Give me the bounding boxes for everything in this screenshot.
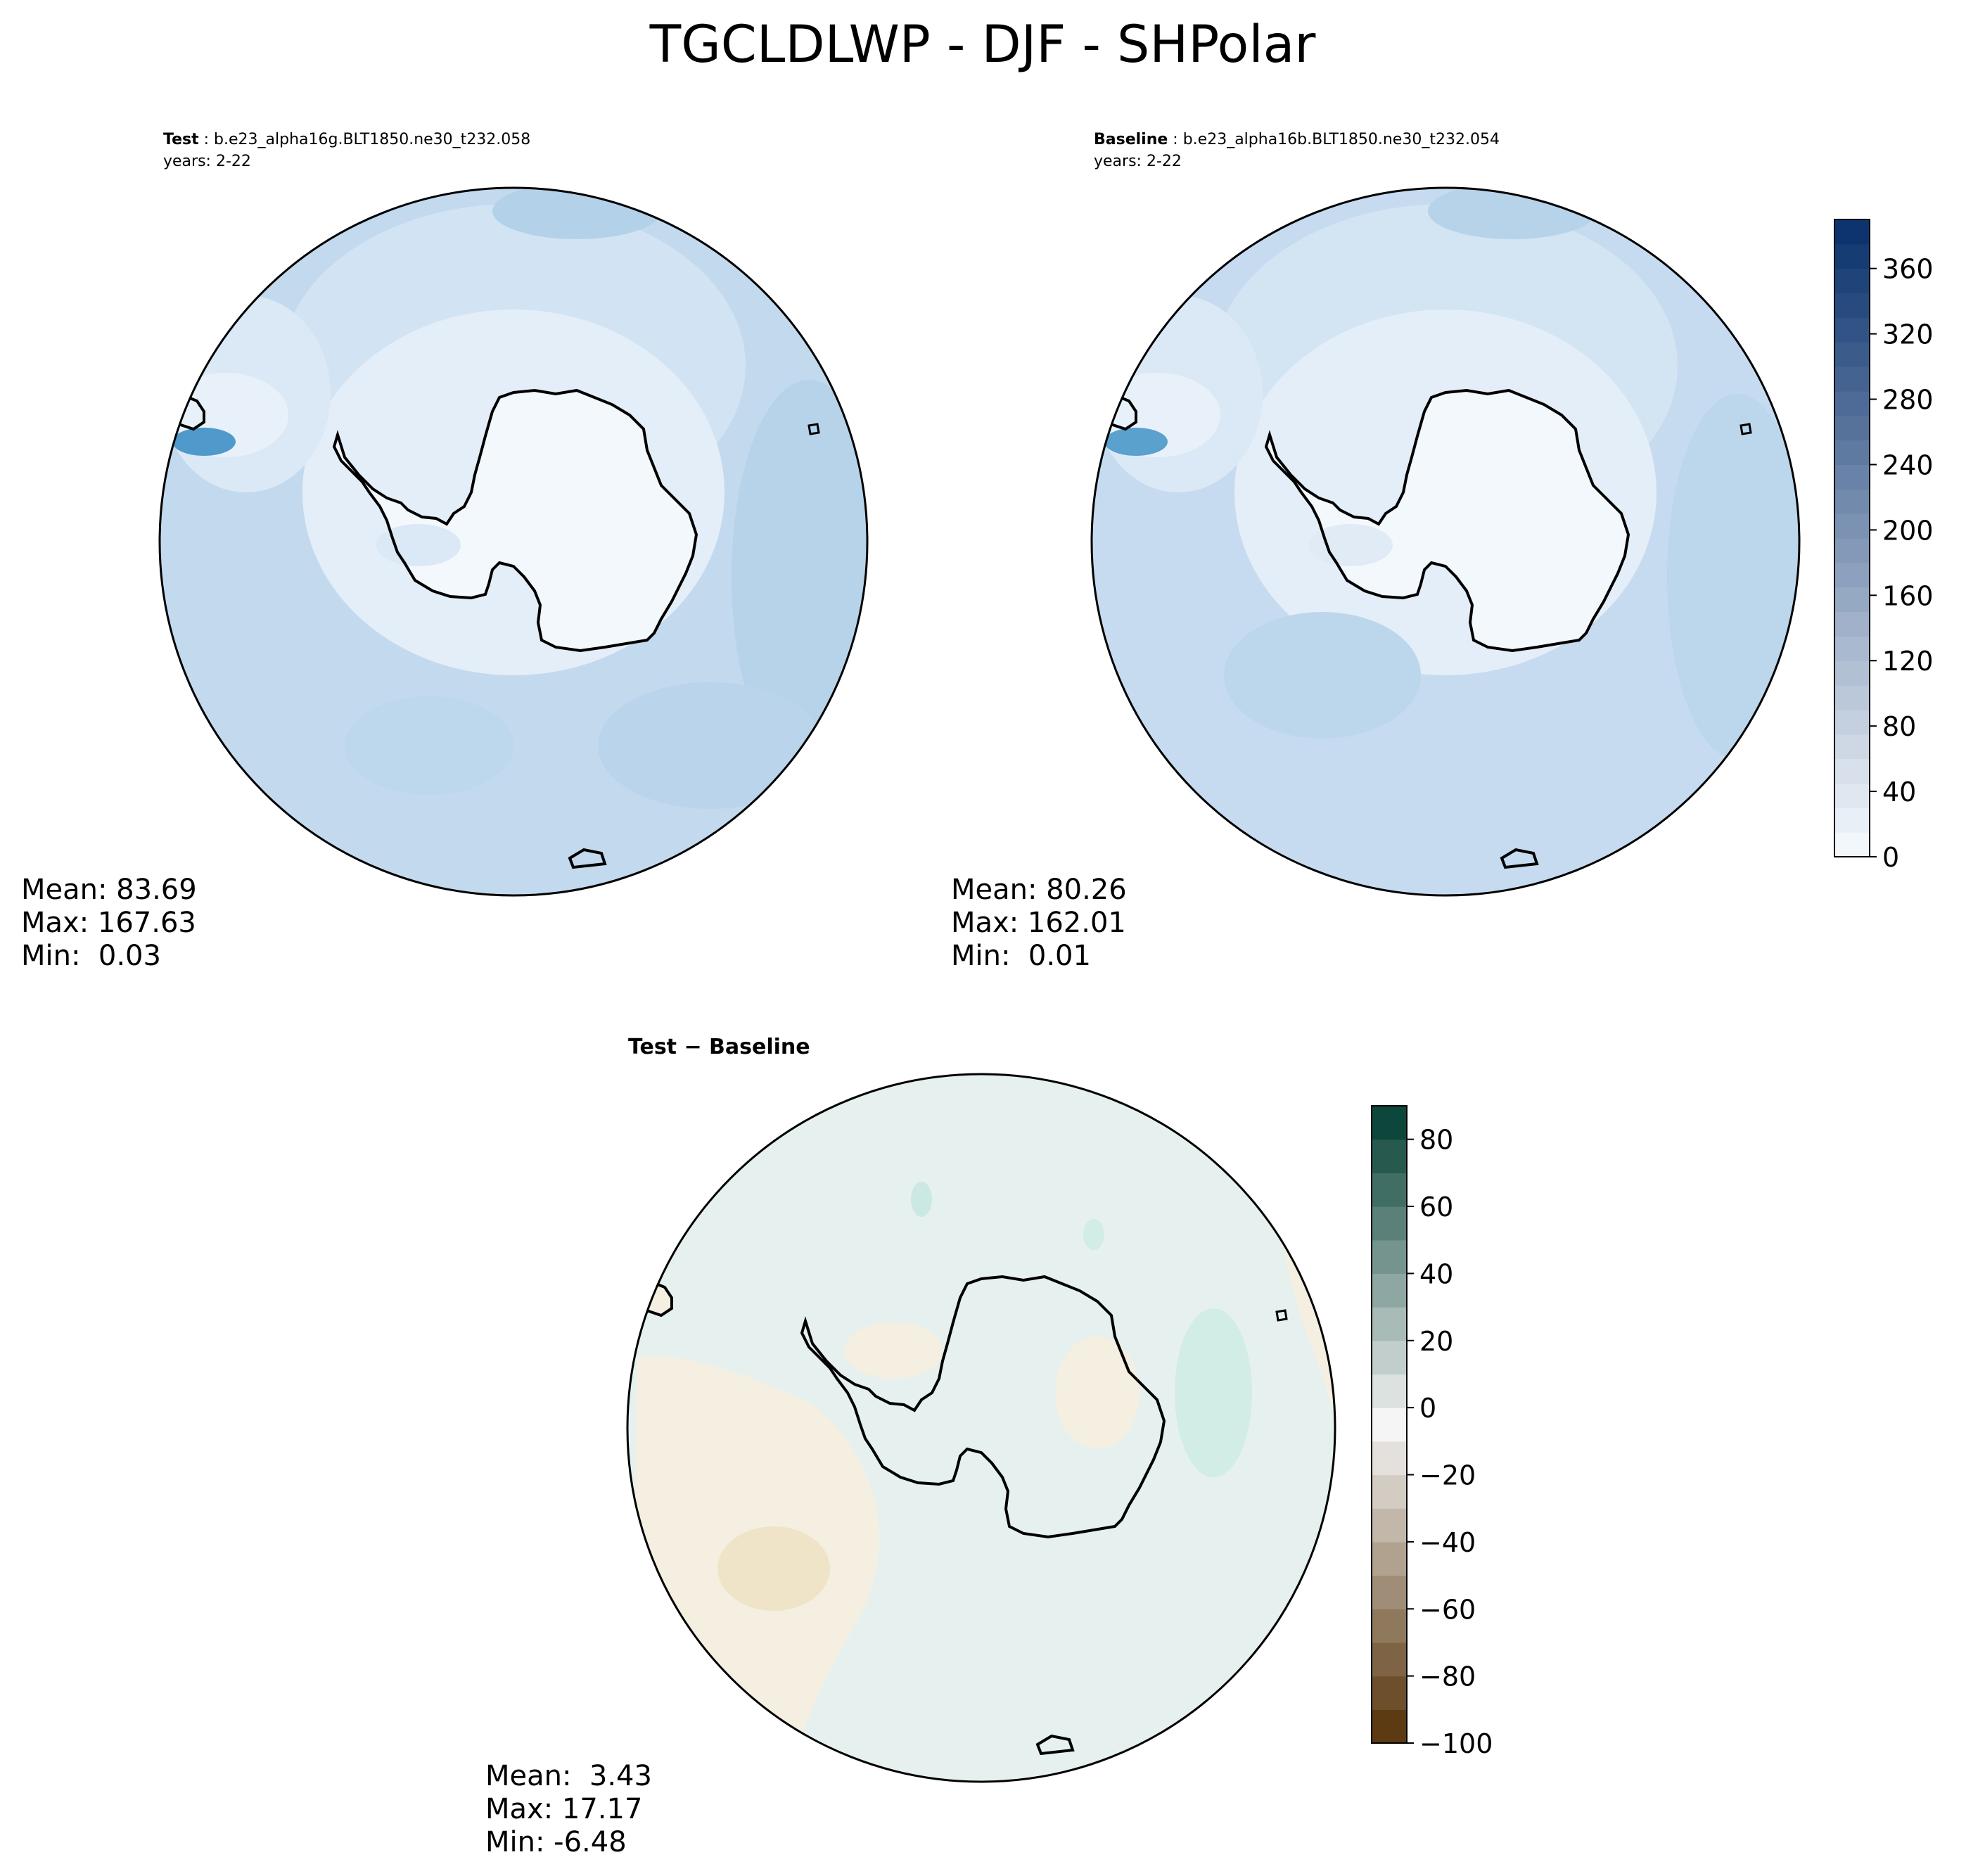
baseline-map-boundary — [1090, 186, 1801, 897]
diff-colorbar-swatch — [1372, 1642, 1407, 1677]
diff-min: Min: -6.48 — [485, 1826, 627, 1858]
diff-colorbar-swatch — [1372, 1541, 1407, 1576]
diff-panel: Test − Baseline Mean: 3.43 Max: 17.17 Mi… — [485, 1035, 1336, 1858]
main-colorbar-swatch — [1834, 832, 1870, 857]
diff-colorbar-swatch — [1372, 1273, 1407, 1308]
diff-colorbar: −100 −80 −60 −40 −20 0 20 40 60 80 — [1371, 1105, 1493, 1759]
diff-colorbar-tick-label: 0 — [1419, 1393, 1436, 1424]
main-colorbar-swatch — [1834, 390, 1870, 416]
main-colorbar-swatch — [1834, 685, 1870, 710]
main-colorbar-tick-label: 240 — [1882, 449, 1934, 480]
diff-colorbar-swatch — [1372, 1609, 1407, 1643]
diff-colorbar-swatch — [1372, 1676, 1407, 1710]
diff-colorbar-tick-label: −40 — [1419, 1527, 1476, 1558]
main-colorbar-swatch — [1834, 538, 1870, 563]
main-colorbar-swatch — [1834, 293, 1870, 318]
diff-colorbar-swatch — [1372, 1239, 1407, 1275]
test-label: Test — [163, 131, 199, 148]
main-colorbar-tick-label: 360 — [1882, 254, 1934, 285]
test-map-boundary — [158, 186, 869, 897]
main-colorbar-swatch — [1834, 366, 1870, 392]
diff-colorbar-swatch — [1372, 1206, 1407, 1241]
baseline-years: years: 2-22 — [1094, 153, 1182, 170]
test-case-name: b.e23_alpha16g.BLT1850.ne30_t232.058 — [214, 131, 530, 148]
diff-colorbar-swatch — [1372, 1340, 1407, 1375]
diff-colorbar-swatch — [1372, 1408, 1407, 1442]
main-colorbar-tick-label: 80 — [1882, 711, 1916, 742]
diff-title: Test − Baseline — [628, 1035, 810, 1059]
diff-colorbar-tick-label: 80 — [1419, 1125, 1453, 1156]
diff-colorbar-swatch — [1372, 1575, 1407, 1609]
diff-colorbar-tick-label: 20 — [1419, 1326, 1453, 1357]
diff-colorbar-tick-label: 40 — [1419, 1258, 1453, 1289]
test-max: Max: 167.63 — [21, 907, 196, 939]
main-colorbar-swatch — [1834, 661, 1870, 686]
diff-max: Max: 17.17 — [485, 1793, 642, 1825]
baseline-panel: Baseline : b.e23_alpha16b.BLT1850.ne30_t… — [951, 131, 1801, 972]
main-colorbar-swatch — [1834, 758, 1870, 784]
diff-colorbar-swatch — [1372, 1374, 1407, 1408]
baseline-label: Baseline — [1094, 131, 1168, 148]
main-colorbar-tick-label: 120 — [1882, 646, 1934, 677]
test-min: Min: 0.03 — [21, 940, 161, 972]
main-colorbar-swatch — [1834, 317, 1870, 343]
main-colorbar-swatch — [1834, 440, 1870, 466]
diff-colorbar-tick-label: −80 — [1419, 1661, 1476, 1692]
test-years: years: 2-22 — [163, 153, 251, 170]
main-colorbar-swatch — [1834, 636, 1870, 661]
main-colorbar-swatch — [1834, 464, 1870, 490]
main-colorbar-swatch — [1834, 709, 1870, 735]
test-mean: Mean: 83.69 — [21, 874, 197, 906]
main-colorbar-tick-label: 40 — [1882, 777, 1916, 808]
figure-title: TGCLDLWP - DJF - SHPolar — [649, 15, 1317, 75]
main-colorbar-swatch — [1834, 783, 1870, 808]
diff-mean: Mean: 3.43 — [485, 1760, 652, 1792]
baseline-min: Min: 0.01 — [951, 940, 1091, 972]
main-colorbar-tick-label: 200 — [1882, 515, 1934, 546]
main-colorbar-swatch — [1834, 513, 1870, 539]
baseline-case-name: b.e23_alpha16b.BLT1850.ne30_t232.054 — [1183, 131, 1500, 148]
test-map — [160, 188, 867, 895]
main-colorbar-tick-label: 320 — [1882, 319, 1934, 350]
main-colorbar-swatch — [1834, 808, 1870, 833]
main-colorbar-tick-label: 160 — [1882, 580, 1934, 611]
main-colorbar-swatch — [1834, 562, 1870, 588]
test-subtitle: Test : b.e23_alpha16g.BLT1850.ne30_t232.… — [163, 131, 530, 148]
diff-colorbar-tick-label: −20 — [1419, 1460, 1476, 1491]
main-colorbar-swatch — [1834, 342, 1870, 367]
diff-colorbar-tick-label: −100 — [1419, 1728, 1493, 1759]
test-panel: Test : b.e23_alpha16g.BLT1850.ne30_t232.… — [21, 131, 869, 972]
diff-colorbar-tick-label: 60 — [1419, 1192, 1453, 1223]
baseline-mean: Mean: 80.26 — [951, 874, 1127, 906]
main-colorbar-swatch — [1834, 415, 1870, 441]
baseline-subtitle: Baseline : b.e23_alpha16b.BLT1850.ne30_t… — [1094, 131, 1500, 148]
baseline-max: Max: 162.01 — [951, 907, 1126, 939]
diff-colorbar-frame — [1371, 1105, 1408, 1744]
diff-colorbar-swatch — [1372, 1139, 1407, 1173]
main-colorbar-tick-label: 0 — [1882, 842, 1899, 873]
main-colorbar-swatch — [1834, 268, 1870, 294]
diff-colorbar-swatch — [1372, 1508, 1407, 1543]
baseline-map — [1092, 188, 1799, 895]
diff-colorbar-swatch — [1372, 1106, 1407, 1140]
main-colorbar-swatch — [1834, 734, 1870, 760]
main-colorbar-swatch — [1834, 219, 1870, 245]
main-colorbar-swatch — [1834, 587, 1870, 613]
diff-colorbar-swatch — [1372, 1173, 1407, 1207]
main-colorbar: 0 40 80 120 160 200 240 280 320 360 — [1834, 219, 1934, 873]
main-colorbar-tick-label: 280 — [1882, 385, 1934, 416]
diff-colorbar-swatch — [1372, 1474, 1407, 1509]
diff-map-boundary — [626, 1073, 1336, 1783]
diff-colorbar-tick-label: −60 — [1419, 1594, 1476, 1625]
diff-colorbar-swatch — [1372, 1307, 1407, 1341]
diff-colorbar-swatch — [1372, 1709, 1407, 1744]
main-colorbar-swatch — [1834, 489, 1870, 514]
diff-colorbar-swatch — [1372, 1441, 1407, 1476]
main-colorbar-swatch — [1834, 611, 1870, 637]
main-colorbar-swatch — [1834, 243, 1870, 269]
main-colorbar-frame — [1834, 219, 1870, 857]
